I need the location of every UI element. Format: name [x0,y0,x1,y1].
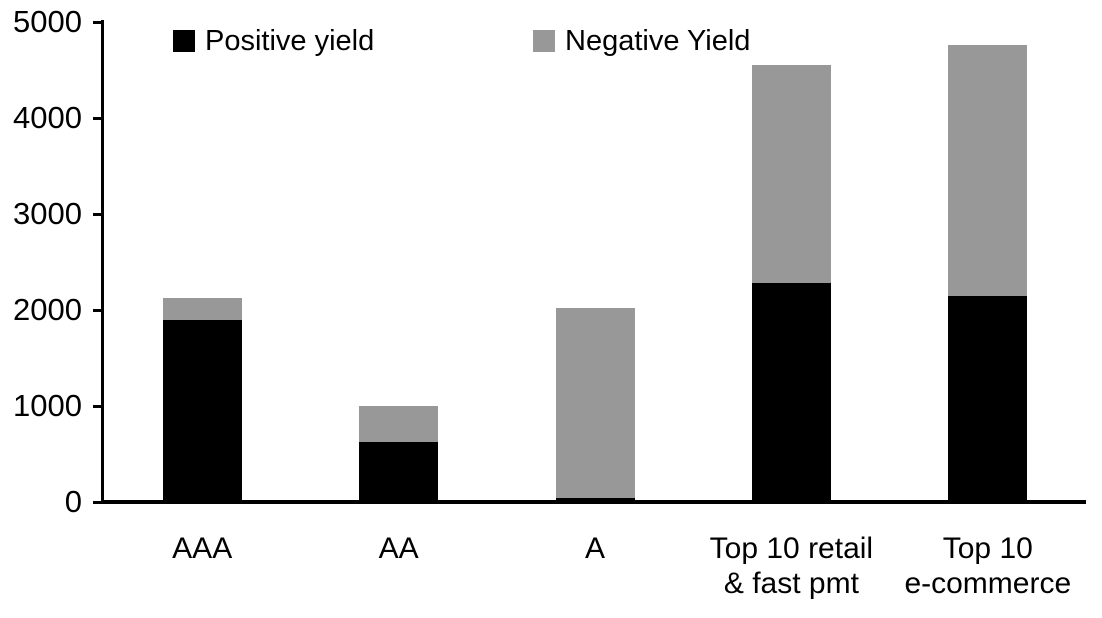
bar-top-10-retail-fast-pmt-negative-yield [751,65,831,284]
legend-item-positive-yield: Positive yield [173,24,375,57]
y-tick-label-2000: 2000 [13,292,82,327]
x-label-top-10-e-commerce: Top 10 e-commerce [904,532,1072,600]
bar-top-10-e-commerce-positive-yield [948,295,1028,502]
y-tick-mark [93,404,104,408]
bar-aaa-positive-yield [162,319,242,502]
bar-a-negative-yield [555,308,635,499]
legend-label-negative-yield: Negative Yield [565,24,751,57]
y-tick-mark [93,20,104,24]
y-tick-mark [93,308,104,312]
x-label-aaa: AAA [172,532,233,565]
x-axis-line [101,500,1086,504]
bar-a-positive-yield [555,498,635,502]
y-tick-label-5000: 5000 [13,4,82,39]
x-label-a: A [584,532,605,565]
bar-aaa-negative-yield [162,298,242,320]
x-label-aa: AA [378,532,419,565]
y-tick-label-3000: 3000 [13,196,82,231]
legend-item-negative-yield: Negative Yield [533,24,751,57]
y-tick-mark [93,212,104,216]
y-axis-line [101,20,104,504]
legend-label-positive-yield: Positive yield [205,24,375,57]
y-tick-label-1000: 1000 [13,388,82,423]
bar-aa-negative-yield [359,405,439,443]
y-tick-label-4000: 4000 [13,100,82,135]
y-tick-label-0: 0 [64,484,82,519]
bar-top-10-retail-fast-pmt-positive-yield [751,283,831,502]
x-label-top-10-retail-fast-pmt: Top 10 retail & fast pmt [709,532,874,600]
bar-aa-positive-yield [359,442,439,502]
legend-swatch-positive-yield [173,30,195,52]
y-tick-mark [93,500,104,504]
bar-top-10-e-commerce-negative-yield [948,45,1028,296]
legend-swatch-negative-yield [533,30,555,52]
y-tick-mark [93,116,104,120]
